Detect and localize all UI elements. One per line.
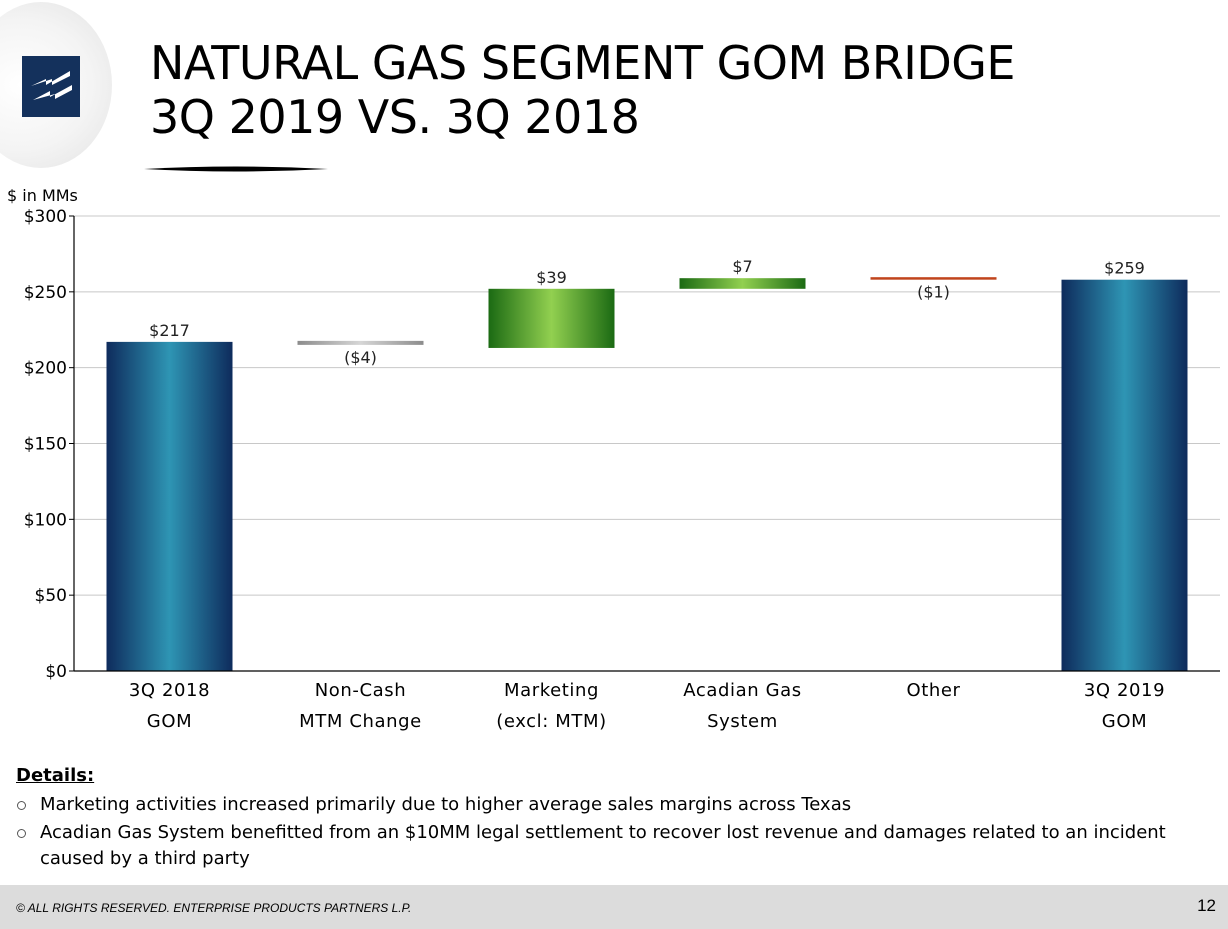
page-title: NATURAL GAS SEGMENT GOM BRIDGE 3Q 2019 V…: [150, 36, 1016, 144]
data-label: ($4): [344, 348, 377, 367]
x-category-label: GOM: [147, 711, 192, 732]
details-section: Details: Marketing activities increased …: [16, 762, 1216, 872]
company-logo: [22, 56, 80, 117]
x-category-label: System: [707, 711, 778, 732]
y-tick-label: $150: [24, 435, 67, 455]
y-tick-label: $50: [35, 586, 67, 606]
y-tick-label: $100: [24, 510, 67, 530]
x-category-label: 3Q 2019: [1084, 680, 1165, 701]
data-label: $39: [536, 268, 567, 287]
x-axis: 3Q 2018 GOM Non-Cash MTM Change Marketing (ex…: [74, 670, 1220, 732]
x-category-label: (excl: MTM): [496, 711, 606, 732]
data-label: $7: [732, 257, 752, 276]
x-category-label: Other: [906, 680, 960, 701]
circle-bullet-icon: [17, 801, 26, 810]
bar: [488, 288, 615, 348]
details-item-text: Acadian Gas System benefitted from an $1…: [40, 822, 1166, 869]
details-item: Acadian Gas System benefitted from an $1…: [16, 820, 1216, 872]
bar: [679, 278, 806, 289]
y-axis: $0 $50 $100 $150 $200 $250 $300: [24, 207, 75, 682]
data-label: $217: [149, 321, 190, 340]
x-category-label: Marketing: [504, 680, 599, 701]
data-label: $259: [1104, 259, 1145, 278]
bar: [297, 340, 424, 345]
page-number: 12: [1197, 896, 1216, 915]
bar: [1061, 279, 1188, 671]
gridlines: [74, 215, 1220, 596]
x-category-label: Acadian Gas: [683, 680, 801, 701]
x-category-label: Non-Cash: [315, 680, 407, 701]
y-tick-label: $300: [24, 207, 67, 227]
y-tick-label: $0: [45, 662, 67, 682]
unit-label: $ in MMs: [7, 186, 78, 205]
details-item-text: Marketing activities increased primarily…: [40, 794, 852, 815]
bar: [870, 277, 997, 280]
title-underline: [144, 166, 328, 172]
waterfall-chart: $ in MMs $0 $50 $100 $150 $200 $250 $300 $217 (…: [7, 186, 1220, 732]
footer: © ALL RIGHTS RESERVED. ENTERPRISE PRODUC…: [0, 885, 1228, 929]
lightning-bolt-icon: [22, 56, 80, 117]
y-tick-label: $250: [24, 283, 67, 303]
y-tick-label: $200: [24, 359, 67, 379]
x-category-label: 3Q 2018: [129, 680, 210, 701]
details-heading: Details:: [16, 765, 95, 786]
details-item: Marketing activities increased primarily…: [16, 792, 1216, 818]
circle-bullet-icon: [17, 829, 26, 838]
x-category-label: MTM Change: [299, 711, 422, 732]
data-label: ($1): [917, 283, 950, 302]
title-line-2: 3Q 2019 VS. 3Q 2018: [150, 90, 640, 144]
x-category-label: GOM: [1102, 711, 1147, 732]
title-line-1: NATURAL GAS SEGMENT GOM BRIDGE: [150, 36, 1016, 90]
copyright-text: © ALL RIGHTS RESERVED. ENTERPRISE PRODUC…: [16, 901, 412, 915]
bar: [106, 341, 233, 671]
bars: $217 ($4) $39 $7 ($1) $259: [106, 257, 1188, 671]
